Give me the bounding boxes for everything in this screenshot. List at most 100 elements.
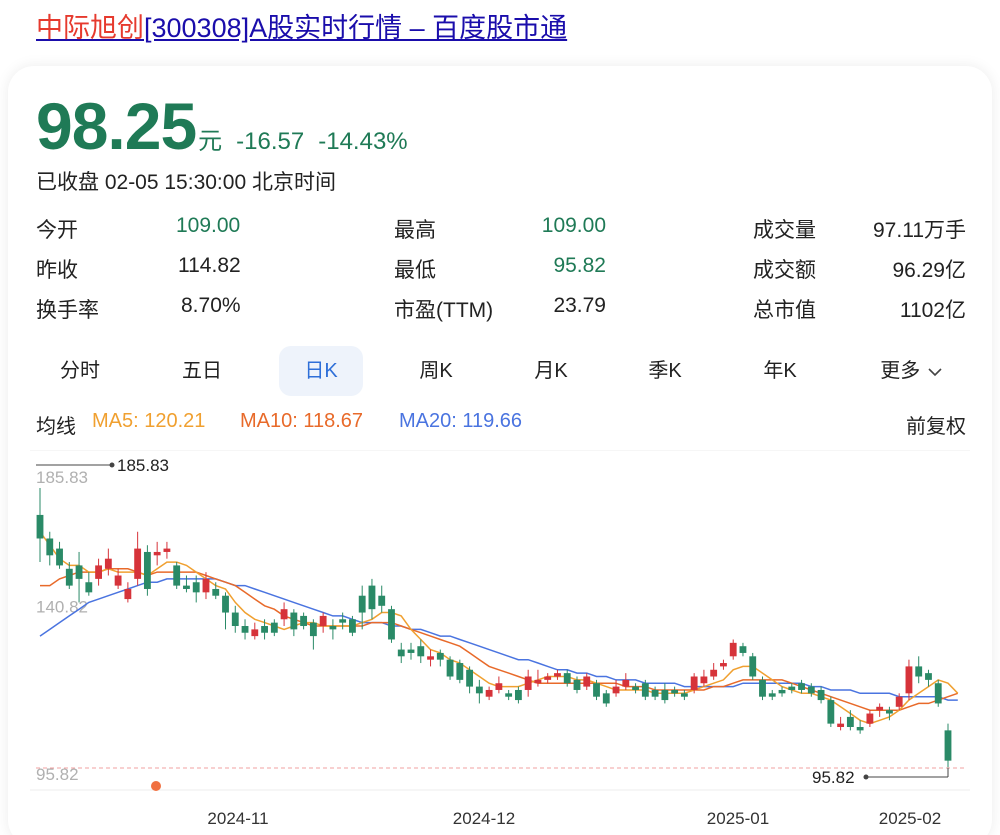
stat-label-market-cap: 总市值 xyxy=(753,299,816,322)
candle-body xyxy=(85,582,93,593)
page-title-stock-name[interactable]: 中际旭创 xyxy=(36,13,144,43)
candle-body xyxy=(436,652,444,660)
candle-body xyxy=(319,615,327,627)
candle-body xyxy=(583,676,591,687)
candle-body xyxy=(212,588,220,596)
candle-body xyxy=(505,693,513,697)
candle-body xyxy=(905,666,913,694)
candle-body xyxy=(280,609,288,620)
chevron-down-icon xyxy=(928,368,942,376)
candle-body xyxy=(290,612,298,630)
candle-body xyxy=(241,626,249,633)
tab-five-day[interactable]: 五日 xyxy=(182,360,222,382)
stat-value-pe: 23.79 xyxy=(553,294,606,317)
market-status: 已收盘 02-05 15:30:00 北京时间 xyxy=(36,171,336,194)
tab-yearly-k[interactable]: 年K xyxy=(763,360,797,382)
candle-body xyxy=(554,673,561,677)
candle-body xyxy=(407,649,415,653)
daily-k-chart[interactable]: 185.83 140.82 95.82 185.83 95.82 2024-11 2024-… xyxy=(0,450,1000,835)
y-tick-label: 185.83 xyxy=(36,468,88,487)
candle-body xyxy=(778,689,786,694)
candle-body xyxy=(827,700,835,724)
x-tick-label: 2024-11 xyxy=(207,809,268,828)
candle-body xyxy=(710,669,718,677)
x-tick-label: 2025-02 xyxy=(879,809,941,828)
y-tick-label: 140.82 xyxy=(36,598,88,617)
page-title-rest[interactable]: [300308]A股实时行情 – 百度股市通 xyxy=(144,13,568,43)
candle-body xyxy=(397,649,405,657)
candle-body xyxy=(895,696,903,707)
candle-body xyxy=(856,726,864,731)
candle-body xyxy=(837,723,845,727)
stat-value-low: 95.82 xyxy=(553,254,606,277)
candle-body xyxy=(632,686,639,690)
tab-more[interactable]: 更多 xyxy=(856,346,966,396)
candle-body xyxy=(124,588,132,600)
stats-grid: 今开 109.00 最高 109.00 成交量 97.11万手 昨收 114.8… xyxy=(36,210,966,330)
stat-value-prev-close: 114.82 xyxy=(178,254,241,277)
stat-label-turnover-rate: 换手率 xyxy=(36,299,99,322)
chart-period-tabs: 分时 五日 日K 周K 月K 季K 年K 更多 xyxy=(36,346,966,396)
candle-body xyxy=(388,609,395,640)
stat-value-turnover-amount: 96.29亿 xyxy=(892,259,966,282)
candle-body xyxy=(739,646,747,653)
stat-label-volume: 成交量 xyxy=(753,219,816,242)
candle-body xyxy=(202,578,210,593)
adjust-mode-toggle[interactable]: 前复权 xyxy=(906,416,966,438)
candle-body xyxy=(720,663,727,667)
tab-daily-k[interactable]: 日K xyxy=(279,346,363,396)
candle-body xyxy=(524,676,532,690)
candle-body xyxy=(261,626,268,633)
candle-body xyxy=(134,548,142,579)
candle-body xyxy=(495,683,503,690)
stat-value-turnover-rate: 8.70% xyxy=(181,294,241,317)
ma-legend-label: 均线 xyxy=(36,416,76,438)
candle-body xyxy=(183,585,190,589)
stats-row: 今开 109.00 最高 109.00 成交量 97.11万手 xyxy=(36,210,966,250)
candle-body xyxy=(817,689,825,701)
candle-body xyxy=(651,689,659,697)
candle-body xyxy=(622,679,630,687)
page-title[interactable]: 中际旭创[300308]A股实时行情 – 百度股市通 xyxy=(36,6,567,45)
candle-body xyxy=(143,551,151,589)
y-tick-label: 95.82 xyxy=(36,765,79,784)
candle-body xyxy=(349,619,356,633)
tab-quarterly-k[interactable]: 季K xyxy=(648,360,682,382)
candle-body xyxy=(153,551,161,556)
candle-body xyxy=(173,565,181,586)
candle-body xyxy=(251,629,259,637)
candle-body xyxy=(485,689,493,697)
stat-label-open: 今开 xyxy=(36,219,78,242)
tab-intraday[interactable]: 分时 xyxy=(60,360,100,382)
max-price-marker xyxy=(109,462,115,468)
tab-weekly-k[interactable]: 周K xyxy=(419,360,453,382)
candle-body xyxy=(368,585,376,610)
candle-body xyxy=(427,656,434,660)
candle-body xyxy=(192,582,200,593)
ma10-value: MA10: 118.67 xyxy=(240,410,364,432)
min-price-marker xyxy=(863,774,869,780)
candle-body xyxy=(690,676,698,690)
tab-monthly-k[interactable]: 月K xyxy=(534,360,568,382)
candle-body xyxy=(329,626,337,630)
x-tick-label: 2025-01 xyxy=(707,809,769,828)
candle-body xyxy=(114,575,122,586)
candle-body xyxy=(75,565,83,579)
stat-value-high: 109.00 xyxy=(541,214,606,237)
candle-body xyxy=(466,669,474,687)
candle-body xyxy=(36,514,44,539)
candle-body xyxy=(163,548,171,552)
x-tick-label: 2024-12 xyxy=(453,809,515,828)
candle-body xyxy=(534,679,542,684)
candle-body xyxy=(309,622,317,637)
candle-body xyxy=(231,612,239,627)
candle-body xyxy=(378,595,386,606)
candle-body xyxy=(593,683,600,697)
candle-body xyxy=(788,686,796,690)
candle-body xyxy=(270,622,278,633)
candle-body xyxy=(514,689,522,701)
candle-body xyxy=(475,686,483,694)
candle-body xyxy=(641,683,649,697)
candle-body xyxy=(222,595,229,613)
min-price-label: 95.82 xyxy=(812,768,855,787)
